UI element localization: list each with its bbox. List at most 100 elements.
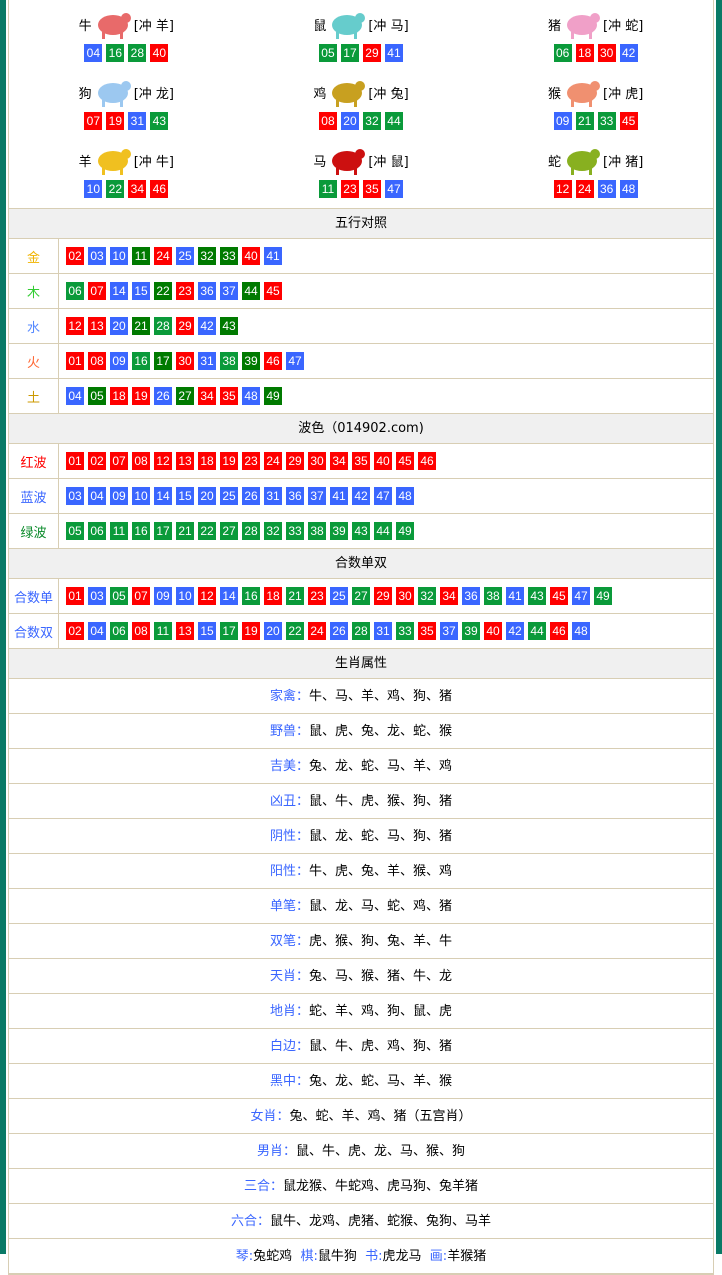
attr-key: 吉美： bbox=[269, 759, 309, 774]
number-balls: 01 08 09 16 17 30 31 38 39 46 47 bbox=[59, 352, 304, 370]
wuxing-label: 土 bbox=[9, 379, 59, 413]
shengxiao-table: 家禽：牛、马、羊、鸡、狗、猪 野兽：鼠、虎、兔、龙、蛇、猴 吉美：兔、龙、蛇、马、羊… bbox=[9, 679, 713, 1239]
number-balls: 05 06 11 16 17 21 22 27 28 32 33 38 39 43 44 49 bbox=[59, 522, 414, 540]
number-ball: 25 bbox=[330, 587, 348, 605]
zodiac-head: 羊 [冲 牛] bbox=[9, 143, 244, 177]
number-ball: 05 bbox=[66, 522, 84, 540]
zodiac-head: 猴 [冲 虎] bbox=[478, 75, 713, 109]
dog-image bbox=[93, 76, 133, 108]
number-ball: 46 bbox=[418, 452, 436, 470]
number-ball: 21 bbox=[132, 317, 150, 335]
number-ball: 01 bbox=[66, 587, 84, 605]
heshu-header: 合数单双 bbox=[9, 549, 713, 579]
number-ball: 44 bbox=[374, 522, 392, 540]
bose-row: 红波 01 02 07 08 12 13 18 19 23 24 29 30 34 35 40 45 46 bbox=[9, 444, 713, 479]
number-ball: 40 bbox=[242, 247, 260, 265]
number-ball: 19 bbox=[242, 622, 260, 640]
attr-value: 鼠、龙、马、蛇、鸡、猪 bbox=[309, 899, 453, 914]
number-ball: 28 bbox=[154, 317, 172, 335]
attr-key: 地肖： bbox=[269, 1004, 309, 1019]
number-ball: 21 bbox=[575, 112, 594, 130]
number-ball: 05 bbox=[88, 387, 106, 405]
number-ball: 20 bbox=[198, 487, 216, 505]
number-ball: 04 bbox=[84, 44, 103, 62]
number-ball: 04 bbox=[88, 622, 106, 640]
number-ball: 24 bbox=[264, 452, 282, 470]
number-ball: 02 bbox=[88, 452, 106, 470]
attr-value: 兔、蛇、羊、鸡、猪（五宫肖） bbox=[289, 1109, 472, 1124]
number-ball: 39 bbox=[462, 622, 480, 640]
attr-row: 女肖：兔、蛇、羊、鸡、猪（五宫肖） bbox=[9, 1099, 713, 1134]
attr-key: 凶丑： bbox=[269, 794, 309, 809]
number-ball: 29 bbox=[362, 44, 381, 62]
number-ball: 07 bbox=[110, 452, 128, 470]
zodiac-clash: [冲 马] bbox=[368, 18, 409, 34]
number-ball: 14 bbox=[154, 487, 172, 505]
number-ball: 45 bbox=[264, 282, 282, 300]
goat-image bbox=[93, 144, 133, 176]
number-ball: 13 bbox=[176, 452, 194, 470]
number-ball: 36 bbox=[462, 587, 480, 605]
number-ball: 12 bbox=[553, 180, 572, 198]
attr-row: 单笔：鼠、龙、马、蛇、鸡、猪 bbox=[9, 889, 713, 924]
number-ball: 31 bbox=[198, 352, 216, 370]
heshu-label: 合数单 bbox=[9, 579, 59, 613]
number-ball: 22 bbox=[154, 282, 172, 300]
zodiac-head: 牛 [冲 羊] bbox=[9, 7, 244, 41]
number-ball: 26 bbox=[330, 622, 348, 640]
number-ball: 42 bbox=[198, 317, 216, 335]
attr-value: 牛、虎、兔、羊、猴、鸡 bbox=[309, 864, 453, 879]
number-ball: 31 bbox=[128, 112, 147, 130]
number-ball: 17 bbox=[154, 352, 172, 370]
number-ball: 48 bbox=[619, 180, 638, 198]
number-ball: 06 bbox=[553, 44, 572, 62]
number-ball: 20 bbox=[110, 317, 128, 335]
number-ball: 03 bbox=[66, 487, 84, 505]
attr-value: 鼠、牛、虎、鸡、狗、猪 bbox=[309, 1039, 453, 1054]
number-ball: 09 bbox=[110, 352, 128, 370]
number-ball: 10 bbox=[176, 587, 194, 605]
number-ball: 13 bbox=[176, 622, 194, 640]
wuxing-label: 火 bbox=[9, 344, 59, 378]
rat-image bbox=[327, 8, 367, 40]
number-ball: 11 bbox=[318, 180, 337, 198]
attr-key: 书: bbox=[365, 1249, 383, 1264]
attr-row: 吉美：兔、龙、蛇、马、羊、鸡 bbox=[9, 749, 713, 784]
number-ball: 16 bbox=[132, 352, 150, 370]
number-ball: 12 bbox=[198, 587, 216, 605]
horse-image bbox=[327, 144, 367, 176]
zodiac-cell-snake: 蛇 [冲 猪] 12 24 36 48 bbox=[478, 143, 713, 211]
number-ball: 12 bbox=[154, 452, 172, 470]
wuxing-header: 五行对照 bbox=[9, 209, 713, 239]
zodiac-cell-monkey: 猴 [冲 虎] 09 21 33 45 bbox=[478, 75, 713, 143]
number-ball: 43 bbox=[528, 587, 546, 605]
attr-key: 天肖： bbox=[269, 969, 309, 984]
ox-image bbox=[93, 8, 133, 40]
number-ball: 18 bbox=[110, 387, 128, 405]
number-balls: 05 17 29 41 bbox=[244, 44, 479, 62]
number-ball: 29 bbox=[176, 317, 194, 335]
attr-value: 兔、马、猴、猪、牛、龙 bbox=[309, 969, 453, 984]
wuxing-row: 土 04 05 18 19 26 27 34 35 48 49 bbox=[9, 379, 713, 414]
zodiac-grid: 牛 [冲 羊] 04 16 28 40 鼠 [冲 马] 05 17 29 41 猪 [冲 蛇] 06 18 30… bbox=[9, 0, 713, 209]
zodiac-name: 鼠 bbox=[313, 18, 327, 34]
number-balls: 09 21 33 45 bbox=[478, 112, 713, 130]
number-ball: 15 bbox=[132, 282, 150, 300]
attr-key: 男肖： bbox=[256, 1144, 296, 1159]
zodiac-head: 鸡 [冲 兔] bbox=[244, 75, 479, 109]
attr-row: 地肖：蛇、羊、鸡、狗、鼠、虎 bbox=[9, 994, 713, 1029]
attr-row: 阴性：鼠、龙、蛇、马、狗、猪 bbox=[9, 819, 713, 854]
number-ball: 45 bbox=[550, 587, 568, 605]
heshu-row: 合数双 02 04 06 08 11 13 15 17 19 20 22 24 26 28 31 33 35 37 3… bbox=[9, 614, 713, 649]
attr-row: 白边：鼠、牛、虎、鸡、狗、猪 bbox=[9, 1029, 713, 1064]
attr-key: 画: bbox=[429, 1249, 448, 1264]
number-ball: 25 bbox=[176, 247, 194, 265]
attr-row-qinqishuhua: 琴:兔蛇鸡 棋:鼠牛狗 书:虎龙马 画:羊猴猪 bbox=[9, 1239, 713, 1274]
attr-key: 家禽： bbox=[269, 689, 309, 704]
number-ball: 47 bbox=[572, 587, 590, 605]
number-ball: 41 bbox=[384, 44, 403, 62]
attr-row: 野兽：鼠、虎、兔、龙、蛇、猴 bbox=[9, 714, 713, 749]
number-ball: 36 bbox=[198, 282, 216, 300]
number-ball: 25 bbox=[220, 487, 238, 505]
wuxing-row: 水 12 13 20 21 28 29 42 43 bbox=[9, 309, 713, 344]
